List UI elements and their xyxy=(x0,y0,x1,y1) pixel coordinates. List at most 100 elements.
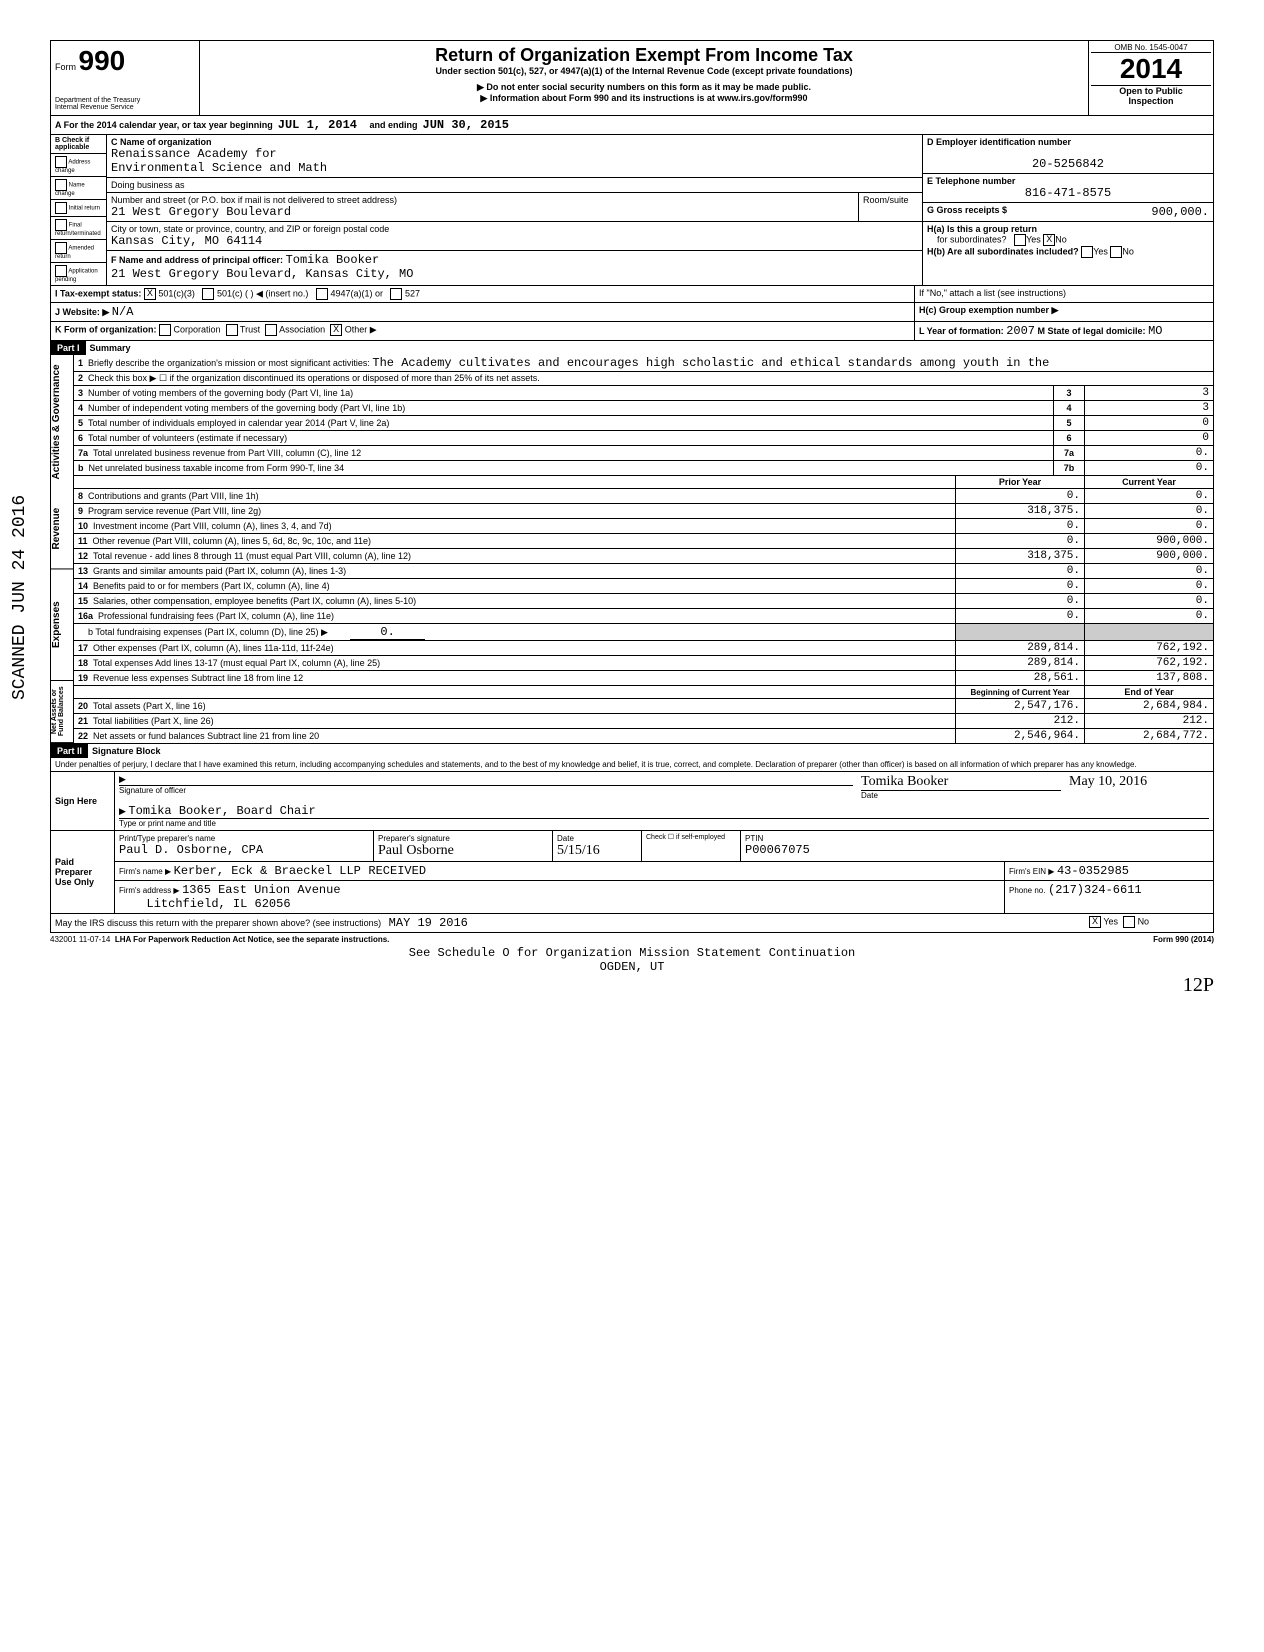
hb-yes: Yes xyxy=(1093,246,1108,256)
line2: Check this box ▶ ☐ if the organization d… xyxy=(88,373,540,383)
paid-lbl: Paid Preparer Use Only xyxy=(51,831,115,913)
i-527-box[interactable] xyxy=(390,288,402,300)
discuss-yes-box[interactable]: X xyxy=(1089,916,1101,928)
b-checkbox[interactable] xyxy=(55,156,67,168)
line16b-val: 0. xyxy=(350,625,424,640)
part1-header: Part I Summary xyxy=(50,341,1214,355)
side-gov: Activities & Governance xyxy=(51,355,73,489)
m-val: MO xyxy=(1148,324,1162,338)
summary-table: Activities & Governance Revenue Expenses… xyxy=(50,355,1214,744)
b-item: Address change xyxy=(51,153,106,176)
discuss: May the IRS discuss this return with the… xyxy=(55,918,381,928)
b-item: Initial return xyxy=(51,199,106,216)
ogden: OGDEN, UT xyxy=(600,960,665,974)
warn2: ▶ Information about Form 990 and its ins… xyxy=(204,93,1084,104)
dept: Department of the Treasury xyxy=(55,97,195,104)
i-501c-box[interactable] xyxy=(202,288,214,300)
side-exp: Expenses xyxy=(51,570,73,681)
firm-ein: 43-0352985 xyxy=(1057,864,1129,878)
k-trust: Trust xyxy=(240,324,260,334)
form-subtitle: Under section 501(c), 527, or 4947(a)(1)… xyxy=(204,66,1084,76)
j-val: N/A xyxy=(112,305,134,319)
k-other-box[interactable]: X xyxy=(330,324,342,336)
org-name1: Renaissance Academy for xyxy=(111,147,277,161)
inspect2: Inspection xyxy=(1128,96,1173,106)
j-label: J Website: ▶ xyxy=(55,307,109,317)
b-item: Final return/terminated xyxy=(51,216,106,239)
ha-yes-box[interactable] xyxy=(1014,234,1026,246)
sig-scrawl: Tomika Booker xyxy=(861,774,948,789)
col-end: End of Year xyxy=(1085,686,1214,699)
irs: Internal Revenue Service xyxy=(55,104,195,111)
k-other: Other ▶ xyxy=(345,324,377,334)
k-trust-box[interactable] xyxy=(226,324,238,336)
k-assoc-box[interactable] xyxy=(265,324,277,336)
k-corp: Corporation xyxy=(174,324,221,334)
i-b: 501(c) ( xyxy=(217,288,248,298)
prep-sig-lbl: Preparer's signature xyxy=(378,834,450,843)
discuss-no-box[interactable] xyxy=(1123,916,1135,928)
type-lbl: Type or print name and title xyxy=(119,818,1209,828)
footer-lha: LHA For Paperwork Reduction Act Notice, … xyxy=(115,935,390,944)
b-checkbox[interactable] xyxy=(55,202,67,214)
period-row: A For the 2014 calendar year, or tax yea… xyxy=(50,116,1214,135)
discuss-no: No xyxy=(1138,916,1150,926)
sig-officer-lbl: Signature of officer xyxy=(119,785,853,795)
footer-code: 432001 11-07-14 xyxy=(50,935,110,944)
phone: 816-471-8575 xyxy=(927,186,1209,200)
ein: 20-5256842 xyxy=(927,157,1209,171)
inspect1: Open to Public xyxy=(1119,86,1183,96)
form-prefix: Form xyxy=(55,62,76,72)
i-501c3-box[interactable]: X xyxy=(144,288,156,300)
page-num: 12P xyxy=(50,974,1214,997)
form-header: Form 990 Department of the Treasury Inte… xyxy=(50,40,1214,116)
firm-lbl: Firm's name ▶ xyxy=(119,867,171,876)
d-label: D Employer identification number xyxy=(927,137,1071,147)
b-checkbox[interactable] xyxy=(55,265,67,277)
b-checkbox[interactable] xyxy=(55,179,67,191)
row-i: I Tax-exempt status: X 501(c)(3) 501(c) … xyxy=(50,286,1214,303)
hb-yes-box[interactable] xyxy=(1081,246,1093,258)
period-mid: and ending xyxy=(370,120,418,130)
ptin-lbl: PTIN xyxy=(745,834,763,843)
firm-phone: (217)324-6611 xyxy=(1048,883,1142,897)
k-corp-box[interactable] xyxy=(159,324,171,336)
footer-sched: See Schedule O for Organization Mission … xyxy=(409,946,855,960)
discuss-yes: Yes xyxy=(1103,916,1118,926)
i-c: 4947(a)(1) or xyxy=(330,288,383,298)
phone-lbl: Phone no. xyxy=(1009,886,1045,895)
typed-name: Tomika Booker, Board Chair xyxy=(128,804,315,818)
sign-here: Sign Here xyxy=(51,772,115,830)
year: 2014 xyxy=(1091,53,1211,85)
b-checkbox[interactable] xyxy=(55,242,67,254)
warn1: ▶ Do not enter social security numbers o… xyxy=(204,82,1084,93)
row-j: J Website: ▶ N/A H(c) Group exemption nu… xyxy=(50,303,1214,322)
footer-form: Form 990 (2014) xyxy=(1153,935,1214,944)
i-label: I Tax-exempt status: xyxy=(55,288,141,298)
part2-name: Signature Block xyxy=(88,744,165,758)
prep-sig: Paul Osborne xyxy=(378,843,454,858)
col-begin: Beginning of Current Year xyxy=(956,686,1085,699)
prep-date: 5/15/16 xyxy=(557,843,600,858)
period-end: JUN 30, 2015 xyxy=(423,118,509,132)
firm-addr-lbl: Firm's address ▶ xyxy=(119,886,180,895)
hc-lbl: H(c) Group exemption number ▶ xyxy=(919,305,1058,315)
line16b: b Total fundraising expenses (Part IX, c… xyxy=(88,627,328,637)
declaration: Under penalties of perjury, I declare th… xyxy=(50,758,1214,772)
ha-no: No xyxy=(1055,234,1067,244)
b-checkbox[interactable] xyxy=(55,219,67,231)
ha-no-box[interactable]: X xyxy=(1043,234,1055,246)
h-note: If "No," attach a list (see instructions… xyxy=(915,286,1213,302)
sig-date: May 10, 2016 xyxy=(1065,772,1213,802)
hb-no-box[interactable] xyxy=(1110,246,1122,258)
ptin: P00067075 xyxy=(745,843,810,857)
l-label: L Year of formation: xyxy=(919,326,1004,336)
omb: OMB No. 1545-0047 xyxy=(1091,43,1211,53)
received-stamp: RECEIVED xyxy=(368,864,426,878)
part2-title: Part II xyxy=(51,744,88,758)
c-label: C Name of organization xyxy=(111,137,212,147)
i-4947-box[interactable] xyxy=(316,288,328,300)
k-label: K Form of organization: xyxy=(55,324,157,334)
b-item: Name change xyxy=(51,176,106,199)
g-val: 900,000. xyxy=(1007,205,1209,219)
